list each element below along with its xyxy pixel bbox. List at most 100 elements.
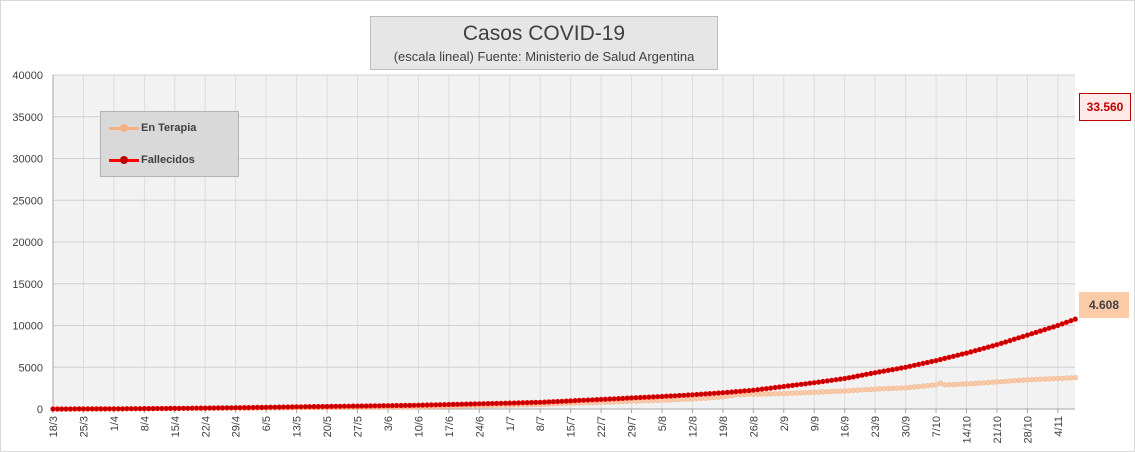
data-point-en-terapia <box>820 389 826 395</box>
data-point-fallecidos <box>124 406 130 412</box>
data-point-fallecidos <box>563 398 569 404</box>
x-tick-label: 2/9 <box>779 416 791 431</box>
data-point-fallecidos <box>337 403 343 409</box>
data-point-fallecidos <box>846 375 852 381</box>
data-point-fallecidos <box>772 384 778 391</box>
legend-item-fallecidos: Fallecidos <box>109 154 195 166</box>
data-point-en-terapia <box>907 384 913 391</box>
data-point-fallecidos <box>163 405 169 412</box>
legend-swatch-en-terapia <box>109 123 139 133</box>
data-point-fallecidos <box>933 358 939 364</box>
data-point-fallecidos <box>454 401 461 407</box>
data-point-fallecidos <box>385 403 391 409</box>
data-point-fallecidos <box>868 370 874 377</box>
data-point-fallecidos <box>520 400 526 406</box>
data-point-fallecidos <box>441 402 448 408</box>
data-point-fallecidos <box>785 383 791 389</box>
data-point-fallecidos <box>372 403 378 409</box>
data-point-fallecidos <box>802 381 809 387</box>
data-point-fallecidos <box>115 406 121 412</box>
data-point-fallecidos <box>811 380 817 386</box>
data-point-fallecidos <box>1002 339 1009 345</box>
data-point-fallecidos <box>133 406 139 412</box>
data-point-fallecidos <box>411 402 417 408</box>
data-point-fallecidos <box>450 401 456 408</box>
x-tick-label: 1/4 <box>109 416 121 431</box>
data-point-fallecidos <box>285 404 291 410</box>
data-point-fallecidos <box>1063 319 1070 325</box>
data-point-fallecidos <box>698 391 704 397</box>
x-tick-label: 10/6 <box>413 416 425 437</box>
x-tick-label: 29/4 <box>231 416 243 437</box>
data-point-fallecidos <box>989 343 996 349</box>
data-point-fallecidos <box>294 404 300 410</box>
data-point-fallecidos <box>594 397 600 403</box>
data-point-fallecidos <box>63 406 69 412</box>
data-point-en-terapia <box>1072 375 1078 381</box>
x-tick-label: 20/5 <box>322 416 334 437</box>
data-point-fallecidos <box>472 401 478 407</box>
data-point-fallecidos <box>1042 327 1048 333</box>
x-tick-label: 22/4 <box>200 416 212 437</box>
data-point-fallecidos <box>720 390 726 396</box>
x-tick-label: 27/5 <box>353 416 365 437</box>
data-point-fallecidos <box>298 404 304 410</box>
last-value-fallecidos: 33.560 <box>1079 93 1131 121</box>
data-point-fallecidos <box>924 359 930 366</box>
data-point-fallecidos <box>763 386 770 392</box>
chart-title-box: Casos COVID-19 (escala lineal) Fuente: M… <box>370 16 718 70</box>
data-point-en-terapia <box>794 390 800 396</box>
y-tick-label: 10000 <box>12 321 43 333</box>
data-point-fallecidos <box>324 403 330 410</box>
data-point-fallecidos <box>119 406 126 412</box>
data-point-fallecidos <box>307 404 313 410</box>
data-point-fallecidos <box>576 397 582 404</box>
data-point-fallecidos <box>394 402 400 409</box>
data-point-fallecidos <box>815 379 822 385</box>
data-point-fallecidos <box>859 372 865 378</box>
data-point-fallecidos <box>776 384 783 390</box>
y-tick-label: 25000 <box>12 195 43 207</box>
data-point-fallecidos <box>1011 336 1017 342</box>
data-point-fallecidos <box>507 400 513 406</box>
data-point-fallecidos <box>363 403 369 409</box>
data-point-fallecidos <box>193 405 200 411</box>
x-tick-label: 13/5 <box>292 416 304 437</box>
data-point-fallecidos <box>59 406 65 412</box>
data-point-en-terapia <box>768 391 774 397</box>
data-point-en-terapia <box>976 380 983 386</box>
data-point-fallecidos <box>1046 325 1052 331</box>
data-point-fallecidos <box>180 405 187 411</box>
data-point-en-terapia <box>889 385 896 392</box>
data-point-fallecidos <box>637 394 643 401</box>
data-point-fallecidos <box>167 405 173 412</box>
data-point-fallecidos <box>707 391 713 397</box>
data-point-fallecidos <box>389 403 395 409</box>
data-point-en-terapia <box>872 386 878 392</box>
x-tick-label: 8/4 <box>139 416 151 431</box>
x-tick-label: 25/3 <box>78 416 90 437</box>
data-point-fallecidos <box>902 364 909 370</box>
data-point-en-terapia <box>1059 375 1065 381</box>
data-point-fallecidos <box>733 389 739 395</box>
data-point-fallecidos <box>881 368 887 374</box>
data-point-fallecidos <box>98 406 104 412</box>
data-point-en-terapia <box>859 387 865 393</box>
data-point-fallecidos <box>781 383 787 390</box>
data-point-fallecidos <box>1055 322 1061 329</box>
legend-swatch-fallecidos <box>109 155 139 165</box>
x-tick-label: 8/7 <box>535 416 547 431</box>
y-tick-label: 40000 <box>12 70 43 82</box>
data-point-fallecidos <box>837 376 843 382</box>
data-point-fallecidos <box>446 401 452 408</box>
data-point-fallecidos <box>572 398 578 404</box>
data-point-fallecidos <box>198 405 204 411</box>
data-point-fallecidos <box>89 406 95 412</box>
data-point-fallecidos <box>398 402 404 409</box>
data-point-fallecidos <box>820 378 826 385</box>
data-point-fallecidos <box>937 356 944 363</box>
data-point-fallecidos <box>872 370 878 376</box>
data-point-fallecidos <box>524 400 530 406</box>
data-point-fallecidos <box>50 406 56 412</box>
x-tick-labels: 18/3 25/3 1/4 8/4 15/4 22/4 29/4 6/5 13/5 20/5 27/… <box>48 416 1065 444</box>
